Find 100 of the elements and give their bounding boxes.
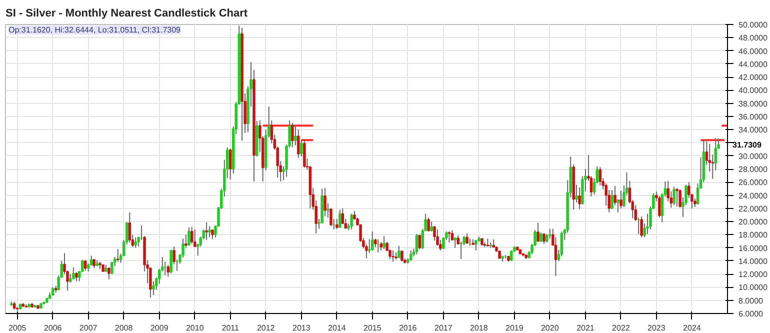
candlestick [398,245,400,258]
x-tick-label: 2016 [398,324,418,332]
candlestick [436,228,439,246]
candlestick [170,249,172,274]
candlestick [371,230,374,251]
candlestick [128,212,132,244]
text: 31.7309 [732,140,762,150]
y-tick-label: 26.0000 [738,178,768,188]
candlestick [610,190,614,210]
y-tick-label: 42.0000 [738,73,768,82]
x-tick-label: 2021 [576,324,595,332]
y-tick-label: 24.0000 [738,191,768,200]
x-tick-label: 2007 [79,324,98,332]
candlestick [598,166,602,186]
candlestick [540,232,542,242]
candlestick [696,182,700,205]
candlestick [341,208,344,225]
x-tick-label: 2023 [648,324,666,332]
x-tick-label: 2015 [363,324,382,332]
x-tick-label: 2018 [470,324,488,332]
y-tick-label: 48.0000 [738,34,768,43]
candlestick [560,230,564,257]
candlestick [658,195,661,218]
candlestick [392,250,394,262]
x-tick-label: 2010 [186,324,204,332]
candlestick [194,228,196,248]
chart-subtitle: Op:31.1620, Hi:32.6444, Lo:31.0511, Cl:31.7309 [8,26,182,34]
candlestick [554,236,558,277]
candlestick [415,234,418,255]
y-tick-label: 38.0000 [738,99,768,108]
x-tick-label: 2011 [222,324,240,332]
y-tick-label: 8.0000 [738,296,764,306]
y-tick-label: 28.0000 [738,165,768,174]
candlestick [466,232,468,244]
candlestick [575,184,578,203]
y-tick-label: 46.0000 [738,46,768,56]
y-tick-label: 10.0000 [738,283,768,292]
y-tick-label: 34.0000 [738,126,768,135]
x-tick-label: 2019 [506,324,524,332]
y-tick-label: 36.0000 [738,112,768,122]
candlestick [294,124,297,146]
x-tick-label: 2012 [256,324,276,332]
chart-title: SI - Silver - Monthly Nearest Candlestick Chart [6,8,248,20]
y-tick-label: 22.0000 [738,204,768,214]
candlestick [166,264,170,278]
candlestick [208,226,211,238]
y-tick-label: 44.0000 [738,60,768,69]
x-tick-label: 2014 [328,324,346,332]
y-tick-label: 6.0000 [738,310,764,318]
candlestick [620,190,622,209]
candlestick [336,218,338,230]
candlestick [205,222,208,240]
candlestick [427,217,430,232]
candlestick [338,209,342,228]
y-tick-label: 18.0000 [738,230,768,240]
candlestick [640,216,643,238]
candlestick [116,248,120,262]
candlestick [291,122,294,148]
candlestick [548,228,552,240]
candlestick [410,250,412,262]
candlestick [108,267,110,280]
y-tick-label: 16.0000 [738,244,768,253]
x-tick-label: 2008 [114,324,134,332]
candlestick [324,188,326,217]
y-tick-label: 20.0000 [738,218,768,227]
candlestick [672,186,676,206]
candlestick [190,226,194,244]
x-tick-label: 2024 [683,324,702,332]
candlestick [300,138,303,158]
candlestick [75,272,78,282]
candlestick [448,230,451,244]
candlestick [676,188,678,207]
candlestick [430,221,433,232]
candlestick [152,280,155,296]
candlestick [297,129,300,158]
candlestick [418,234,421,250]
candlestick [536,222,540,242]
candlestick [688,182,690,198]
candlestick [350,213,353,230]
candlestick [382,235,386,250]
candlestick [326,202,330,218]
x-tick-label: 2022 [612,324,630,332]
candlestick [182,238,184,258]
y-tick-label: 14.0000 [738,256,768,266]
x-tick-label: 2005 [8,324,27,332]
candlestick [450,230,454,240]
y-tick-label: 12.0000 [738,270,768,280]
x-tick-label: 2020 [540,324,560,332]
y-tick-label: 40.0000 [738,86,768,96]
candlestick [578,186,581,210]
x-tick-label: 2013 [292,324,311,332]
candlestick [188,226,190,246]
candlestick [303,140,306,168]
x-tick-label: 2006 [44,324,62,332]
y-tick-label: 30.0000 [738,152,768,161]
candlestick [616,198,620,213]
candlestick [72,267,75,280]
candlestick [134,236,137,248]
y-tick-label: 50.0000 [738,20,768,30]
candlestick [228,148,232,180]
